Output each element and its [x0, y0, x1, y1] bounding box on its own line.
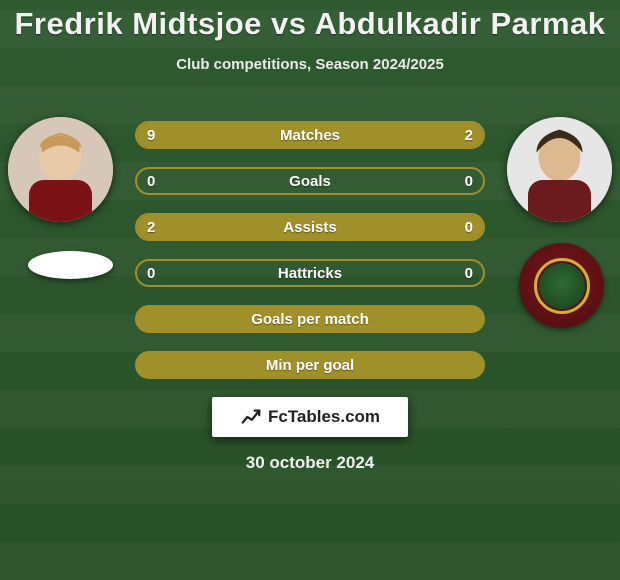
- player-right-avatar: [507, 117, 612, 222]
- stat-bar: Min per goal: [135, 351, 485, 379]
- player-left-silhouette-icon: [8, 117, 113, 222]
- brand-text: FcTables.com: [268, 407, 380, 427]
- stat-bar: 2 0 Assists: [135, 213, 485, 241]
- player-right-silhouette-icon: [507, 117, 612, 222]
- stat-label: Assists: [283, 219, 336, 236]
- stat-value-left: 0: [147, 265, 155, 282]
- page-title: Fredrik Midtsjoe vs Abdulkadir Parmak: [0, 6, 620, 42]
- fctables-logo-icon: [240, 406, 262, 428]
- date-text: 30 october 2024: [0, 453, 620, 473]
- stat-label: Min per goal: [266, 357, 354, 374]
- club-left-badge: [28, 251, 113, 279]
- stat-bar: 0 0 Goals: [135, 167, 485, 195]
- stat-label: Goals: [289, 173, 331, 190]
- stat-value-left: 2: [147, 219, 155, 236]
- stat-bar-fill-right: [421, 123, 483, 147]
- stat-value-right: 2: [465, 127, 473, 144]
- stat-bars: 9 2 Matches 0 0 Goals 2 0 Assists 0 0 Hattricks Goal…: [135, 103, 485, 379]
- player-left-avatar: [8, 117, 113, 222]
- club-right-crest-icon: [534, 258, 590, 314]
- stat-value-right: 0: [465, 219, 473, 236]
- comparison-card: Fredrik Midtsjoe vs Abdulkadir Parmak Cl…: [0, 0, 620, 580]
- stage: 9 2 Matches 0 0 Goals 2 0 Assists 0 0 Hattricks Goal…: [0, 103, 620, 379]
- stat-value-left: 9: [147, 127, 155, 144]
- stat-bar-fill-left: [137, 123, 421, 147]
- stat-value-left: 0: [147, 173, 155, 190]
- stat-value-right: 0: [465, 173, 473, 190]
- stat-value-right: 0: [465, 265, 473, 282]
- club-right-badge: [519, 243, 604, 328]
- stat-bar: 0 0 Hattricks: [135, 259, 485, 287]
- stat-label: Matches: [280, 127, 340, 144]
- stat-label: Goals per match: [251, 311, 369, 328]
- stat-bar: 9 2 Matches: [135, 121, 485, 149]
- stat-label: Hattricks: [278, 265, 342, 282]
- subtitle: Club competitions, Season 2024/2025: [0, 56, 620, 73]
- stat-bar: Goals per match: [135, 305, 485, 333]
- brand-box: FcTables.com: [212, 397, 408, 437]
